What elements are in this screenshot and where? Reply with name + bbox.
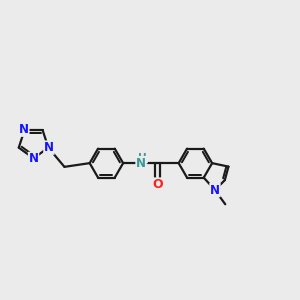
Text: N: N bbox=[19, 123, 29, 136]
Text: N: N bbox=[210, 184, 220, 196]
Text: H: H bbox=[139, 153, 147, 163]
Text: N: N bbox=[28, 152, 38, 166]
Text: N: N bbox=[136, 157, 146, 169]
Text: N: N bbox=[44, 141, 54, 154]
Text: O: O bbox=[152, 178, 163, 191]
